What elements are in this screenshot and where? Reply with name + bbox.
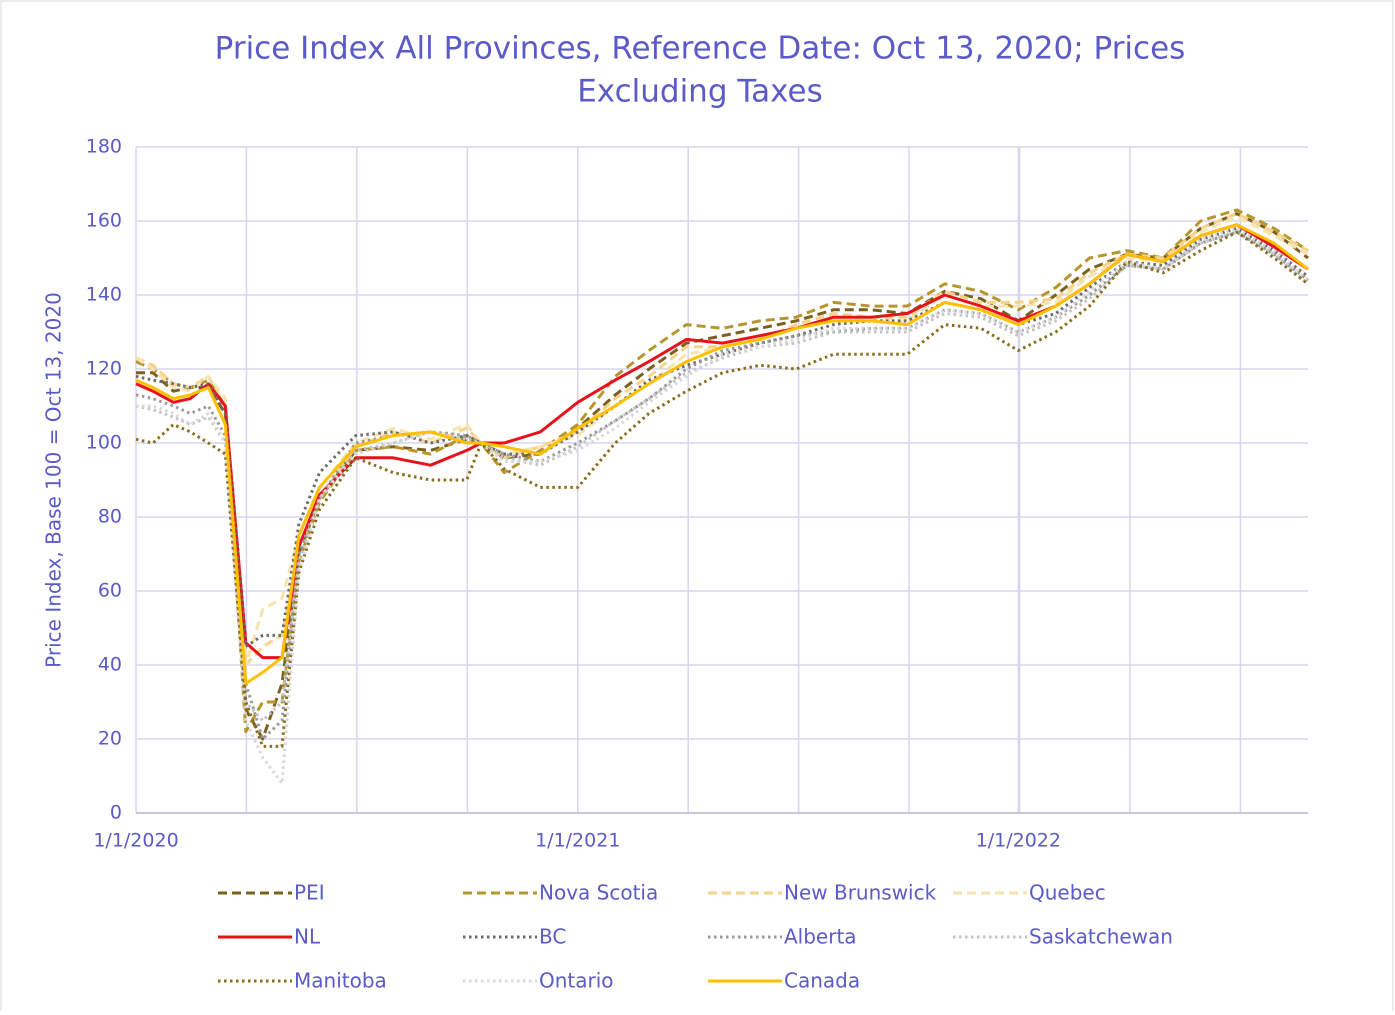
- y-tick-label: 20: [98, 728, 122, 750]
- legend-label: Canada: [784, 969, 860, 993]
- chart-title: Excluding Taxes: [577, 74, 823, 110]
- series-line: [135, 208, 1309, 734]
- y-tick-label: 120: [86, 358, 122, 380]
- legend-label: Saskatchewan: [1029, 925, 1173, 949]
- y-tick-label: 180: [86, 136, 122, 158]
- legend-label: BC: [539, 925, 566, 949]
- series-line: [135, 212, 1309, 667]
- y-axis-title: Price Index, Base 100 = Oct 13, 2020: [42, 292, 66, 668]
- legend-label: Ontario: [539, 969, 614, 993]
- y-tick-label: 80: [98, 506, 122, 528]
- y-tick-label: 60: [98, 580, 122, 602]
- legend-label: NL: [294, 925, 321, 949]
- x-tick-label: 1/1/2021: [535, 830, 620, 852]
- series-line: [135, 223, 1309, 685]
- legend-label: Alberta: [784, 925, 857, 949]
- series-line: [135, 230, 1309, 722]
- legend-label: Quebec: [1029, 881, 1106, 905]
- y-tick-label: 160: [86, 210, 122, 232]
- legend-label: Manitoba: [294, 969, 387, 993]
- legend-label: PEI: [294, 881, 325, 905]
- y-tick-label: 40: [98, 654, 122, 676]
- series-line: [136, 212, 1309, 741]
- chart-title: Price Index All Provinces, Reference Dat…: [215, 31, 1186, 67]
- y-tick-label: 140: [86, 284, 122, 306]
- y-tick-label: 100: [86, 432, 122, 454]
- series-line: [135, 226, 1309, 648]
- legend-label: Nova Scotia: [539, 881, 658, 905]
- series-line: [136, 226, 1309, 785]
- y-tick-label: 0: [110, 802, 122, 824]
- series-line: [135, 230, 1309, 741]
- x-tick-label: 1/1/2022: [976, 830, 1061, 852]
- legend-label: New Brunswick: [784, 881, 937, 905]
- x-tick-label: 1/1/2020: [93, 830, 178, 852]
